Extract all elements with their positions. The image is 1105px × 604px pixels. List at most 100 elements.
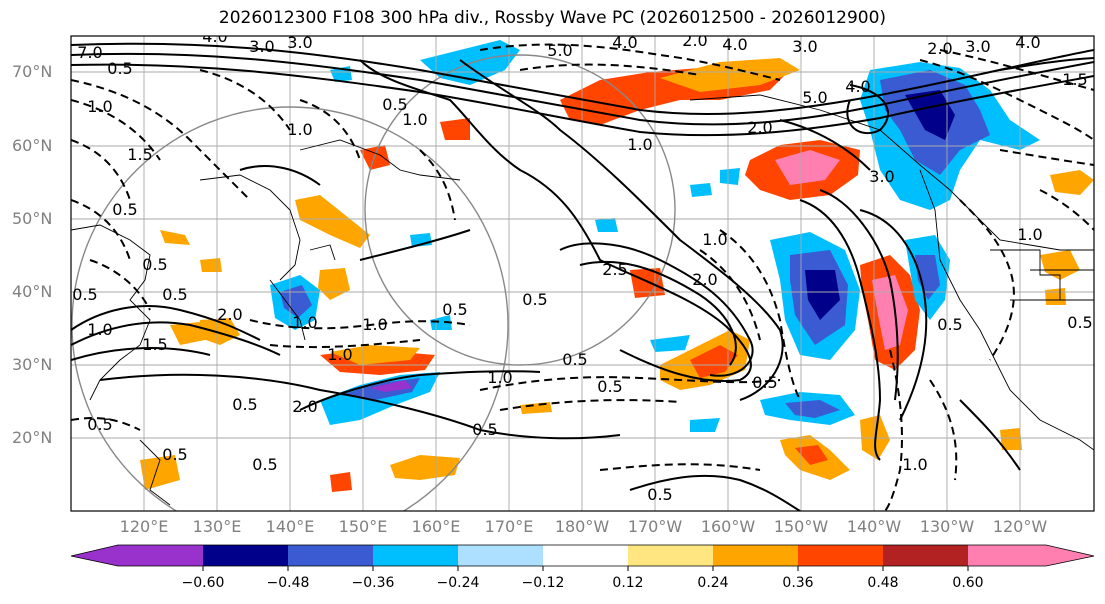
colorbar-segment xyxy=(798,545,883,566)
region-circles xyxy=(71,54,676,511)
colorbar-segment xyxy=(968,545,1046,566)
contour-label: 1.0 xyxy=(327,345,352,364)
colorbar-tick-label: 0.60 xyxy=(952,575,984,591)
contour-label: 1.0 xyxy=(702,230,727,249)
lon-label: 160°W xyxy=(700,517,756,536)
contour-label: 0.5 xyxy=(562,350,587,369)
lat-label: 70°N xyxy=(12,62,53,81)
contour-label: 0.5 xyxy=(382,95,407,114)
colorbar-segment xyxy=(203,545,288,566)
contour-label: 1.0 xyxy=(87,97,112,116)
contour-label: 1.5 xyxy=(1062,70,1087,89)
colorbar-tick-label: 0.36 xyxy=(782,575,814,591)
lon-label: 140°E xyxy=(265,517,315,536)
contour-label: 5.0 xyxy=(547,41,572,60)
contour-label: 4.0 xyxy=(1015,33,1040,52)
contour-label: 0.5 xyxy=(162,285,187,304)
colorbar-segment xyxy=(458,545,543,566)
contour-label: 3.0 xyxy=(287,33,312,52)
colorbar-segment xyxy=(373,545,458,566)
solid-contours xyxy=(71,42,1094,511)
contour-label: 2.0 xyxy=(682,31,707,50)
lon-label: 180°W xyxy=(554,517,610,536)
contour-label: 2.5 xyxy=(602,260,627,279)
lat-label: 40°N xyxy=(12,282,53,301)
contour-label: 3.0 xyxy=(792,37,817,56)
contour-label: 1.0 xyxy=(627,135,652,154)
contour-label: 1.0 xyxy=(402,110,427,129)
colorbar-segment xyxy=(883,545,968,566)
coastlines xyxy=(71,94,1094,506)
graticule xyxy=(71,36,1094,511)
colorbar-extend-high xyxy=(1046,545,1094,566)
colorbar-tick-label: −0.12 xyxy=(521,575,565,591)
contour-label: 2.0 xyxy=(292,397,317,416)
colorbar-tick-label: −0.60 xyxy=(181,575,225,591)
contour-label: 0.5 xyxy=(937,315,962,334)
contour-label: 4.0 xyxy=(202,27,227,46)
contour-label: 0.5 xyxy=(107,59,132,78)
contour-label: 1.5 xyxy=(127,145,152,164)
colorbar-segment xyxy=(628,545,713,566)
contour-label: 4.0 xyxy=(722,35,747,54)
contour-label: 2.0 xyxy=(217,305,242,324)
contour-label: 1.0 xyxy=(287,120,312,139)
contour-label: 0.5 xyxy=(442,300,467,319)
contour-label: 1.5 xyxy=(142,335,167,354)
contour-label: 0.5 xyxy=(162,445,187,464)
contour-label: 0.5 xyxy=(597,377,622,396)
colorbar-extend-low xyxy=(71,545,118,566)
contour-label: 1.0 xyxy=(362,315,387,334)
lon-label: 120°W xyxy=(992,517,1048,536)
contour-label: 0.5 xyxy=(472,420,497,439)
lat-label: 50°N xyxy=(12,209,53,228)
contour-label: 1.0 xyxy=(87,320,112,339)
colorbar-tick-label: −0.48 xyxy=(266,575,310,591)
lat-label: 20°N xyxy=(12,428,53,447)
colorbar-segment xyxy=(543,545,628,566)
lon-label: 130°W xyxy=(919,517,975,536)
contour-label: 2.0 xyxy=(692,270,717,289)
contour-label: 3.0 xyxy=(869,167,894,186)
colorbar-segment xyxy=(713,545,798,566)
lat-label: 30°N xyxy=(12,355,53,374)
contour-label: 5.0 xyxy=(802,88,827,107)
lon-label: 120°E xyxy=(119,517,169,536)
lon-label: 150°E xyxy=(338,517,388,536)
contour-label: 1.0 xyxy=(902,455,927,474)
contour-label: 0.5 xyxy=(112,200,137,219)
contour-label: 0.5 xyxy=(1067,313,1092,332)
contour-label: 2.0 xyxy=(747,118,772,137)
lon-label: 170°E xyxy=(484,517,534,536)
map-frame xyxy=(70,35,1095,512)
colorbar-tick-label: −0.36 xyxy=(351,575,395,591)
contour-label: 3.0 xyxy=(965,37,990,56)
contour-label: 0.5 xyxy=(647,485,672,504)
contour-label: 0.5 xyxy=(232,395,257,414)
lon-label: 170°W xyxy=(627,517,683,536)
colorbar xyxy=(70,544,1095,571)
colorbar-tick-label: −0.24 xyxy=(436,575,480,591)
contour-label: 1.0 xyxy=(487,368,512,387)
lon-label: 150°W xyxy=(773,517,829,536)
colorbar-segment xyxy=(288,545,373,566)
lon-label: 130°E xyxy=(192,517,242,536)
contour-label: 0.5 xyxy=(142,255,167,274)
colorbar-tick-label: 0.12 xyxy=(612,575,644,591)
colorbar-segment xyxy=(118,545,203,566)
map-title: 2026012300 F108 300 hPa div., Rossby Wav… xyxy=(218,8,887,28)
lon-label: 140°W xyxy=(846,517,902,536)
contour-label: 1.0 xyxy=(1017,225,1042,244)
lon-label: 160°E xyxy=(411,517,461,536)
contour-label: 7.0 xyxy=(77,43,102,62)
contour-label: 1.0 xyxy=(292,313,317,332)
contour-label: 0.5 xyxy=(87,415,112,434)
contour-label: 3.0 xyxy=(249,37,274,56)
contour-label: 0.5 xyxy=(72,285,97,304)
colorbar-tick-label: 0.24 xyxy=(697,575,729,591)
colorbar-tick-label: 0.48 xyxy=(867,575,899,591)
contour-label-layer: 4.0 3.0 7.0 3.0 5.0 4.0 2.0 4.0 3.0 2.0 … xyxy=(72,27,1092,504)
contour-label: 0.5 xyxy=(252,455,277,474)
contour-label: 4.0 xyxy=(845,77,870,96)
